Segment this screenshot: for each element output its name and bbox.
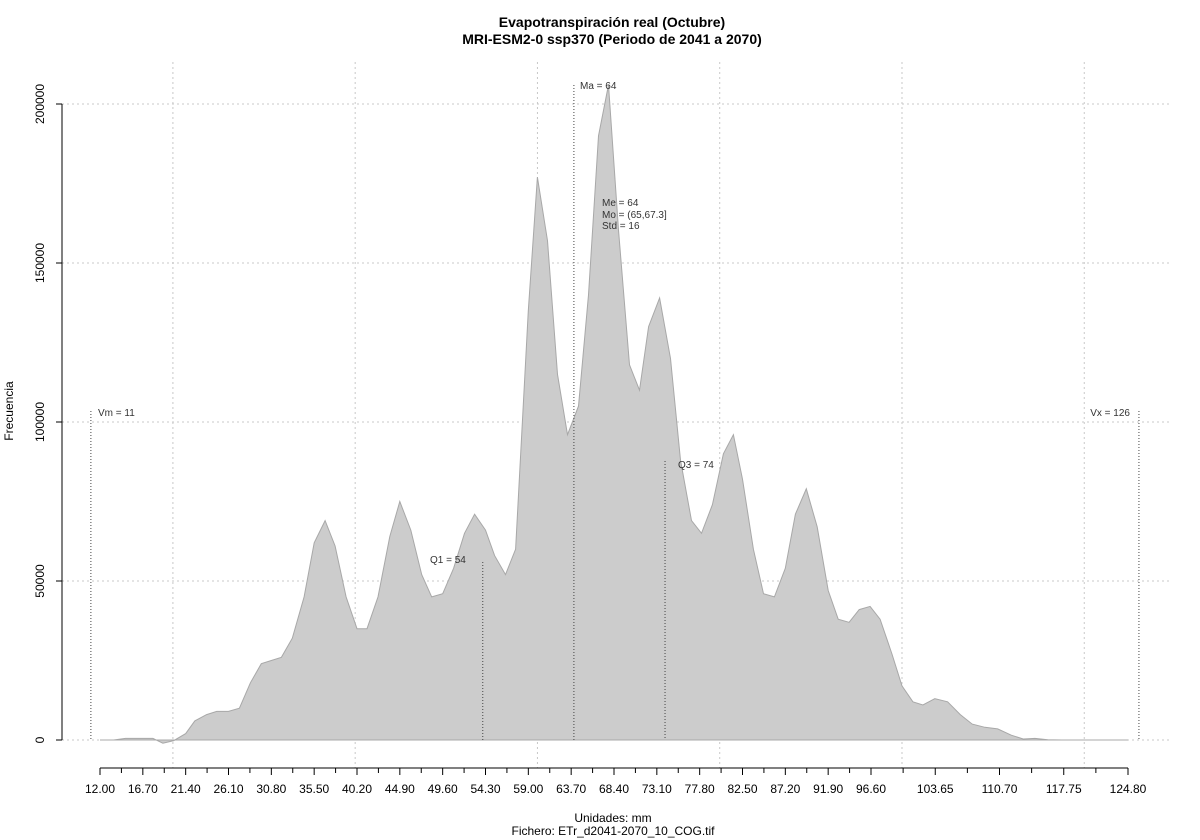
x-tick-label: 59.00 [513, 782, 543, 796]
x-tick-label: 44.90 [385, 782, 415, 796]
ma-annotation: Ma = 64 [580, 81, 617, 92]
y-tick-label: 100000 [33, 402, 47, 442]
vx-annotation: Vx = 126 [1090, 408, 1130, 419]
x-tick-label: 110.70 [982, 782, 1018, 796]
y-axis-label: Frecuencia [2, 381, 16, 441]
x-tick-label: 63.70 [556, 782, 586, 796]
x-tick-label: 117.75 [1046, 782, 1082, 796]
me-annotation: Me = 64 [602, 198, 639, 209]
x-tick-label: 12.00 [85, 782, 115, 796]
chart-text: Evapotranspiración real (Octubre) MRI-ES… [2, 14, 762, 838]
axes: 0 50000 100000 150000 200000 12.00 16.70 21.40 2… [33, 84, 1147, 796]
x-tick-label: 87.20 [770, 782, 800, 796]
annotations: Vm = 11 Vx = 126 Ma = 64 Q1 = 54 Q3 = 74… [98, 81, 1130, 566]
q3-annotation: Q3 = 74 [678, 460, 714, 471]
x-tick-label: 73.10 [642, 782, 672, 796]
x-tick-label: 91.90 [813, 782, 843, 796]
x-tick-label: 54.30 [470, 782, 500, 796]
y-tick-label: 50000 [33, 564, 47, 598]
x-tick-label: 30.80 [256, 782, 286, 796]
x-tick-label: 96.60 [856, 782, 886, 796]
y-tick-label: 200000 [33, 84, 47, 124]
x-tick-label: 21.40 [171, 782, 201, 796]
x-tick-label: 35.50 [299, 782, 329, 796]
y-tick-label: 0 [33, 736, 47, 743]
x-tick-label: 77.80 [685, 782, 715, 796]
density-area [100, 84, 1128, 744]
std-annotation: Std = 16 [602, 221, 640, 232]
y-tick-label: 150000 [33, 243, 47, 283]
q1-annotation: Q1 = 54 [430, 555, 466, 566]
vm-annotation: Vm = 11 [98, 408, 135, 419]
chart-subtitle: MRI-ESM2-0 ssp370 (Periodo de 2041 a 207… [462, 31, 762, 47]
x-tick-label: 16.70 [128, 782, 158, 796]
x-tick-label: 68.40 [599, 782, 629, 796]
reference-lines [90, 85, 1140, 740]
x-tick-label: 49.60 [428, 782, 458, 796]
chart-title: Evapotranspiración real (Octubre) [499, 14, 725, 30]
x-tick-label: 40.20 [342, 782, 372, 796]
density-polygon [100, 84, 1128, 744]
x-tick-label: 124.80 [1110, 782, 1147, 796]
x-tick-label: 26.10 [213, 782, 243, 796]
mo-annotation: Mo = (65,67.3] [602, 210, 667, 221]
x-tick-label: 103.65 [917, 782, 954, 796]
x-tick-label: 82.50 [727, 782, 757, 796]
x-axis-label: Unidades: mm [574, 811, 651, 825]
caption: Fichero: ETr_d2041-2070_10_COG.tif [512, 824, 716, 838]
